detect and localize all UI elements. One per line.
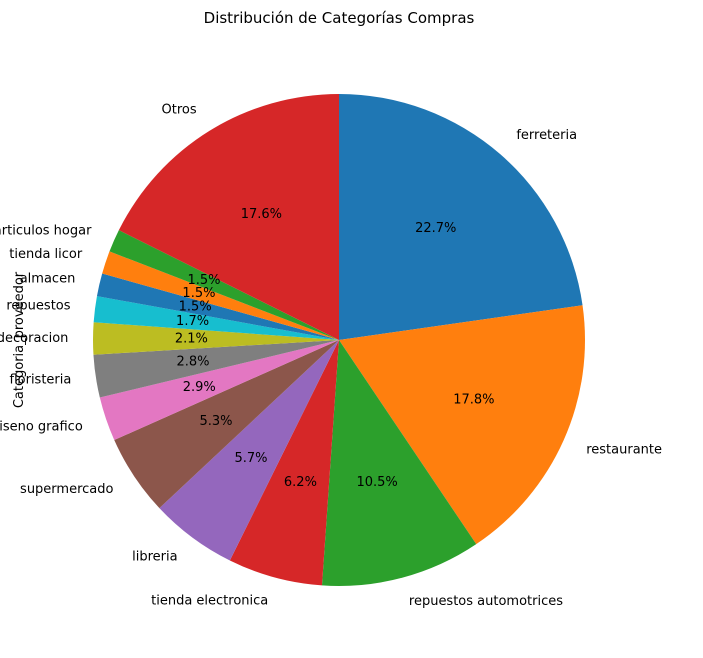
slice-pct-floristeria: 2.8% [176, 354, 209, 369]
pie-slices [93, 94, 585, 586]
slice-pct-tienda-electronica: 6.2% [284, 475, 317, 490]
pie-slice-tienda-licor [102, 251, 340, 340]
slice-label-tienda-licor: tienda licor [9, 247, 83, 262]
slice-pct-supermercado: 5.3% [199, 414, 232, 429]
slice-label-ferreteria: ferreteria [516, 128, 577, 143]
pie-slice-almacen [96, 273, 339, 340]
pie-slice-floristeria [93, 340, 339, 398]
chart-title: Distribución de Categorías Compras [204, 9, 475, 27]
slice-pct-diseno-grafico: 2.9% [183, 380, 216, 395]
slice-pct-otros: 17.6% [241, 207, 282, 222]
slice-pct-tienda-licor: 1.5% [182, 286, 215, 301]
pie-slice-otros [118, 94, 339, 340]
pie-slice-repuestos [93, 296, 340, 340]
pie-slice-articulos-hogar [109, 230, 339, 340]
slice-label-libreria: libreria [132, 550, 177, 565]
slice-label-floristeria: floristeria [9, 372, 71, 387]
slice-label-articulos-hogar: articulos hogar [0, 223, 92, 238]
slice-label-repuestos-automotrices: repuestos automotrices [409, 594, 563, 609]
slice-label-tienda-electronica: tienda electronica [151, 594, 268, 609]
pie-slice-libreria [159, 340, 339, 561]
y-axis-label: Categoria_proveedor [12, 271, 27, 408]
slice-label-almacen: almacen [20, 272, 76, 287]
slice-label-decoracion: decoracion [0, 331, 68, 346]
pie-slice-tienda-electronica [229, 340, 339, 586]
slice-pct-restaurante: 17.8% [453, 393, 494, 408]
pie-slice-decoracion [93, 322, 339, 355]
slice-pct-almacen: 1.5% [179, 299, 212, 314]
pie-slice-supermercado [114, 340, 339, 509]
pie-slice-ferreteria [339, 94, 583, 340]
pie-labels: ferreteria 22.7% restaurante 17.8% repuestos… [0, 102, 662, 609]
pie-slice-repuestos-automotrices [321, 340, 477, 586]
slice-label-otros: Otros [162, 102, 197, 117]
pie-slice-restaurante [339, 305, 585, 545]
slice-pct-articulos-hogar: 1.5% [187, 273, 220, 288]
slice-pct-libreria: 5.7% [234, 451, 267, 466]
slice-pct-repuestos-automotrices: 10.5% [356, 475, 397, 490]
pie-slice-diseno-grafico [99, 340, 339, 441]
slice-label-repuestos: repuestos [6, 299, 70, 314]
slice-pct-decoracion: 2.1% [175, 332, 208, 347]
slice-label-diseno-grafico: diseno grafico [0, 420, 83, 435]
slice-pct-ferreteria: 22.7% [415, 221, 456, 236]
slice-label-supermercado: supermercado [20, 482, 113, 497]
slice-pct-repuestos: 1.7% [176, 314, 209, 329]
slice-label-restaurante: restaurante [586, 443, 662, 458]
